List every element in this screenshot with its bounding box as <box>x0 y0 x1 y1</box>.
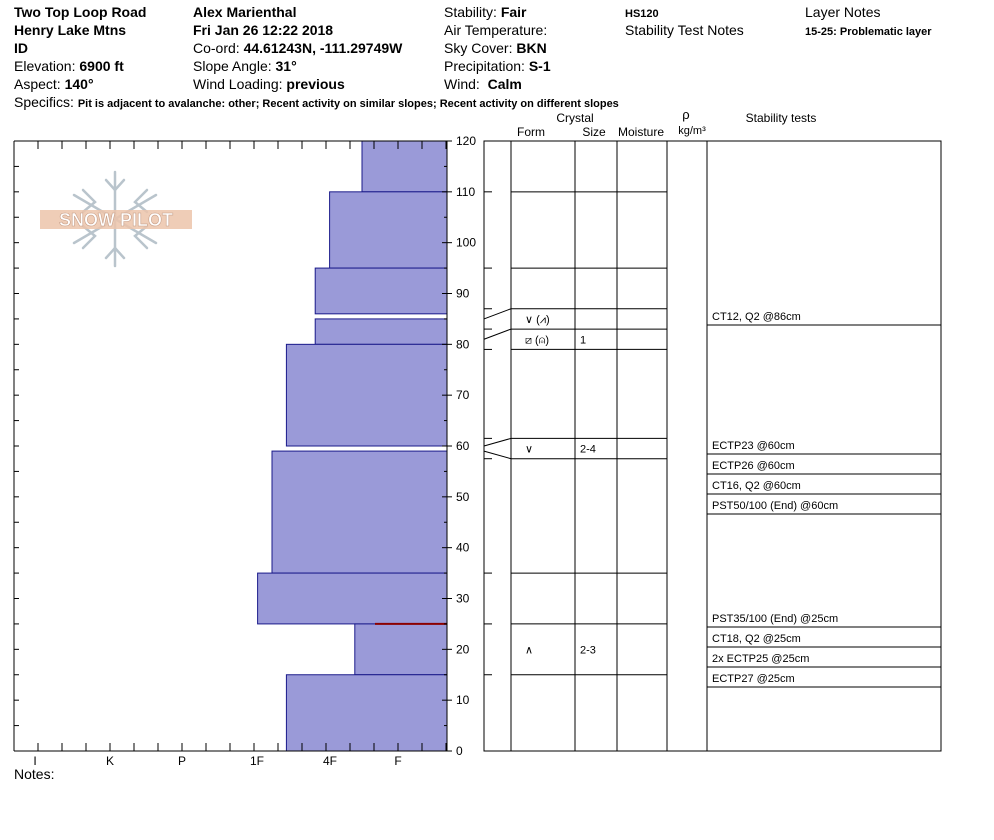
mountain-range: Henry Lake Mtns <box>14 22 127 38</box>
coord-value: 44.61243N, -111.29749W <box>243 40 403 56</box>
precip-row: Precipitation: S-1 <box>444 57 551 75</box>
stability-test-text: ECTP23 @60cm <box>712 440 795 452</box>
hardness-bar <box>314 267 448 315</box>
stability-test-text: PST50/100 (End) @60cm <box>712 500 838 512</box>
col-crystal: Crystal <box>556 111 593 125</box>
height-tick-label: 110 <box>456 185 475 199</box>
elevation-label: Elevation: <box>14 58 76 74</box>
crystal-size: 2-3 <box>580 644 596 656</box>
crystal-form: ∧ <box>525 644 533 656</box>
aspect-label: Aspect: <box>14 76 61 92</box>
aspect-row: Aspect: 140° <box>14 75 94 93</box>
hardness-bar <box>257 572 448 625</box>
height-tick-label: 0 <box>456 744 463 758</box>
wind-loading-label: Wind Loading: <box>193 76 283 92</box>
layer-notes-title: Layer Notes <box>805 4 881 20</box>
layer-connector <box>483 450 512 460</box>
height-tick-label: 40 <box>456 541 470 555</box>
wind-loading-value: previous <box>286 76 345 92</box>
col-density-unit: kg/m³ <box>678 125 706 137</box>
stability-label: Stability: <box>444 4 497 20</box>
stability-test-text: CT16, Q2 @60cm <box>712 480 801 492</box>
stability-row: Stability: Fair <box>444 3 527 21</box>
layer-connector <box>483 308 512 320</box>
hardness-bar <box>271 450 448 574</box>
sky-value: BKN <box>516 40 547 56</box>
height-tick-label: 20 <box>456 642 470 656</box>
layer-connector <box>483 437 512 447</box>
hardness-bar <box>361 140 448 193</box>
observer-name: Alex Marienthal <box>193 4 297 20</box>
snowpilot-logo: SNOW PILOT <box>40 170 192 268</box>
location-name: Two Top Loop Road <box>14 4 147 20</box>
height-tick-label: 70 <box>456 388 470 402</box>
stability-test-text: CT18, Q2 @25cm <box>712 633 801 645</box>
stability-test-text: PST35/100 (End) @25cm <box>712 613 838 625</box>
slope-label: Slope Angle: <box>193 58 272 74</box>
stability-test-text: CT12, Q2 @86cm <box>712 311 801 323</box>
col-form: Form <box>517 125 545 139</box>
specifics-row: Specifics: Pit is adjacent to avalanche:… <box>14 93 619 113</box>
observation-datetime: Fri Jan 26 12:22 2018 <box>193 22 334 38</box>
hardness-bar <box>314 318 448 345</box>
crystal-form: ∨ (⩘) <box>525 314 550 326</box>
stability-test-text: ECTP26 @60cm <box>712 460 795 472</box>
hardness-bar <box>354 623 448 676</box>
logo-text: SNOW PILOT <box>59 210 173 230</box>
hardness-bar <box>285 674 448 752</box>
layer-note: 15-25: Problematic layer <box>805 26 932 38</box>
wind-loading-row: Wind Loading: previous <box>193 75 345 93</box>
crystal-size: 1 <box>580 334 586 346</box>
specifics-value: Pit is adjacent to avalanche: other; Rec… <box>77 98 619 110</box>
hardness-scale-label: I <box>33 754 36 768</box>
hardness-bar <box>285 343 448 447</box>
hardness-bar <box>329 191 448 269</box>
precip-value: S-1 <box>528 58 551 74</box>
stability-value: Fair <box>500 4 527 20</box>
height-tick-label: 50 <box>456 490 470 504</box>
height-tick-label: 100 <box>456 236 476 250</box>
stability-test-text: ECTP27 @25cm <box>712 673 795 685</box>
coord-label: Co-ord: <box>193 40 240 56</box>
col-moisture: Moisture <box>618 125 664 139</box>
sky-row: Sky Cover: BKN <box>444 39 547 57</box>
elevation-value: 6900 ft <box>79 58 124 74</box>
layer-connector <box>483 328 512 340</box>
air-temp-label: Air Temperature: <box>444 22 548 38</box>
coord-row: Co-ord: 44.61243N, -111.29749W <box>193 39 402 57</box>
precip-label: Precipitation: <box>444 58 525 74</box>
col-size: Size <box>582 125 606 139</box>
hardness-scale-label: K <box>106 754 114 768</box>
stability-test-text: 2x ECTP25 @25cm <box>712 653 809 665</box>
notes-label: Notes: <box>14 766 55 782</box>
stability-test-notes-title: Stability Test Notes <box>625 22 744 38</box>
crystal-size: 2-4 <box>580 444 596 456</box>
height-tick-label: 60 <box>456 439 470 453</box>
hardness-scale-label: F <box>394 754 401 768</box>
sky-label: Sky Cover: <box>444 40 513 56</box>
crystal-form: ⧄ (⍝) <box>525 334 549 346</box>
col-rho: ρ <box>682 107 689 122</box>
slope-value: 31° <box>275 58 297 74</box>
height-tick-label: 80 <box>456 337 470 351</box>
wind-row: Wind: Calm <box>444 75 522 93</box>
hardness-scale-label: P <box>178 754 186 768</box>
state: ID <box>14 40 28 56</box>
height-tick-label: 90 <box>456 287 470 301</box>
hardness-scale-label: 4F <box>323 754 337 768</box>
slope-row: Slope Angle: 31° <box>193 57 297 75</box>
height-tick-label: 10 <box>456 693 470 707</box>
hardness-scale-label: 1F <box>250 754 264 768</box>
col-stability-tests: Stability tests <box>746 111 817 125</box>
elevation-row: Elevation: 6900 ft <box>14 57 124 75</box>
hs-value: HS120 <box>625 8 659 20</box>
height-tick-label: 30 <box>456 592 470 606</box>
wind-value: Calm <box>487 76 522 92</box>
aspect-value: 140° <box>64 76 94 92</box>
wind-label: Wind: <box>444 76 480 92</box>
crystal-form: ∨ <box>525 444 533 456</box>
specifics-label: Specifics: <box>14 94 74 110</box>
height-tick-label: 120 <box>456 134 476 148</box>
